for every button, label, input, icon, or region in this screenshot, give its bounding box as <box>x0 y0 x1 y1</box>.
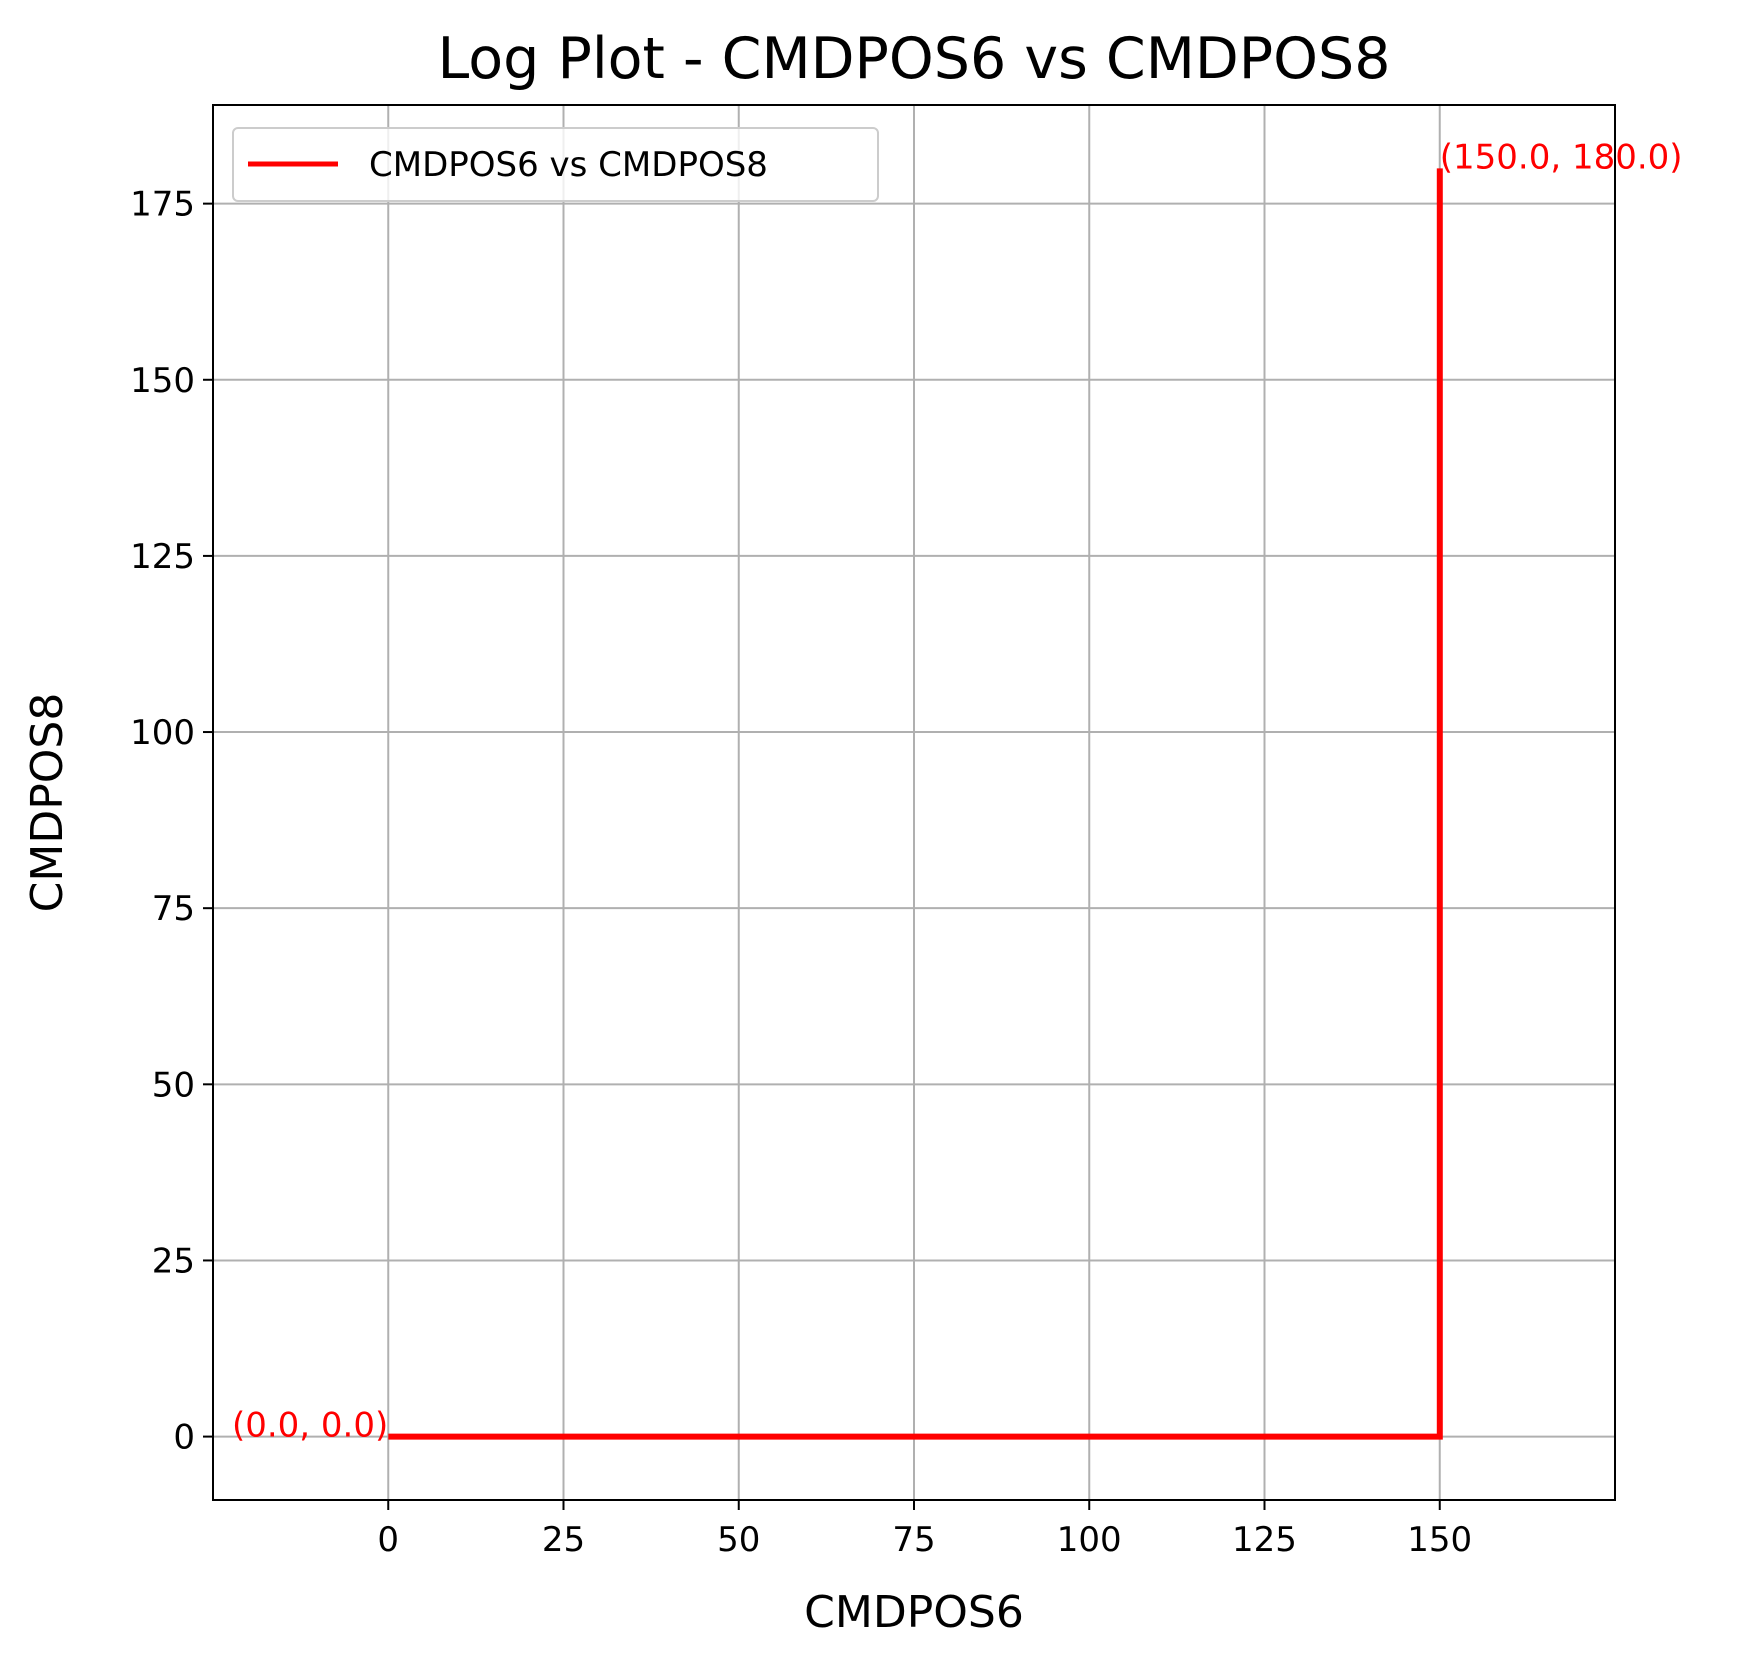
x-tick-label: 0 <box>377 1520 399 1560</box>
series-line <box>388 168 1443 1440</box>
legend-box <box>232 127 879 202</box>
tick-layer: 0 25 50 75 100 125 150 0 25 50 75 100 125 150 175 <box>130 185 1472 1560</box>
y-tick-label: 100 <box>130 713 195 753</box>
y-tick-label: 50 <box>152 1065 195 1105</box>
y-tick-label: 125 <box>130 537 195 577</box>
x-axis-label: CMDPOS6 <box>804 1587 1024 1638</box>
annotation-layer: (0.0, 0.0) (150.0, 180.0) <box>232 137 1683 1445</box>
point-annotation: (0.0, 0.0) <box>232 1406 388 1446</box>
y-tick-label: 0 <box>173 1418 195 1458</box>
y-tick-label: 175 <box>130 185 195 225</box>
y-tick-label: 25 <box>152 1241 195 1281</box>
chart-title: Log Plot - CMDPOS6 vs CMDPOS8 <box>438 26 1391 92</box>
x-tick-label: 50 <box>717 1520 760 1560</box>
y-tick-label: 75 <box>152 889 195 929</box>
series-layer <box>388 168 1443 1440</box>
y-axis-label: CMDPOS8 <box>22 693 73 913</box>
x-tick-label: 25 <box>542 1520 585 1560</box>
point-annotation: (150.0, 180.0) <box>1440 137 1683 177</box>
legend-entry-label: CMDPOS6 vs CMDPOS8 <box>369 145 768 185</box>
y-tick-label: 150 <box>130 361 195 401</box>
x-tick-label: 125 <box>1232 1520 1297 1560</box>
x-tick-label: 100 <box>1057 1520 1122 1560</box>
x-tick-label: 150 <box>1407 1520 1472 1560</box>
x-tick-label: 75 <box>892 1520 935 1560</box>
legend: CMDPOS6 vs CMDPOS8 <box>232 127 879 202</box>
